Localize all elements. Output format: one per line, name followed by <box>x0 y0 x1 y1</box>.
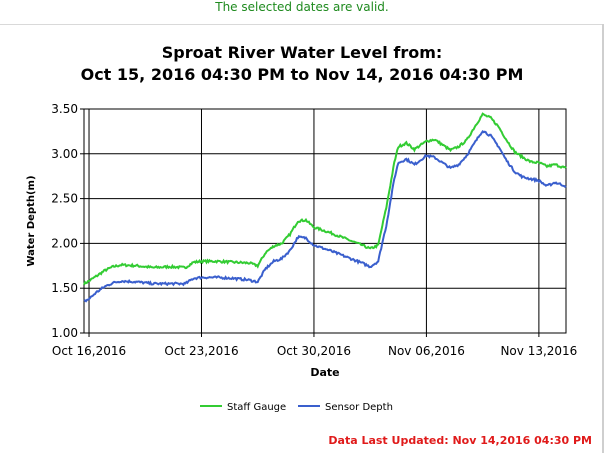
legend-label: Sensor Depth <box>325 402 393 413</box>
y-tick-label: 2.50 <box>51 192 78 206</box>
y-tick-label: 3.50 <box>51 102 78 116</box>
x-tick-label: Oct 30,2016 <box>277 344 351 358</box>
y-tick-labels: 1.00 1.50 2.00 2.50 3.00 3.50 <box>51 102 78 340</box>
series-line-staff-gauge <box>83 112 567 286</box>
plot-area-border <box>83 108 567 334</box>
grid-lines <box>80 108 566 337</box>
y-tick-label: 1.50 <box>51 281 78 295</box>
x-tick-label: Nov 13,2016 <box>500 344 577 358</box>
y-tick-label: 2.00 <box>51 236 78 250</box>
chart-title: Sproat River Water Level from: Oct 15, 2… <box>0 42 604 86</box>
x-tick-label: Oct 23,2016 <box>164 344 238 358</box>
y-tick-label: 3.00 <box>51 147 78 161</box>
legend: Staff Gauge Sensor Depth <box>200 402 393 413</box>
x-axis-label: Date <box>310 366 339 379</box>
series-layer <box>83 112 567 303</box>
x-tick-label: Oct 16,2016 <box>52 344 126 358</box>
x-tick-labels: Oct 16,2016 Oct 23,2016 Oct 30,2016 Nov 06,… <box>52 344 577 358</box>
series-line-sensor-depth <box>83 129 567 303</box>
y-axis-label: Water Depth(m) <box>26 175 37 266</box>
chart-title-line1: Sproat River Water Level from: <box>161 43 443 62</box>
legend-label: Staff Gauge <box>227 402 286 413</box>
y-tick-label: 1.00 <box>51 326 78 340</box>
panel-edge <box>602 24 604 453</box>
x-tick-label: Nov 06,2016 <box>388 344 465 358</box>
chart-title-line2: Oct 15, 2016 04:30 PM to Nov 14, 2016 04… <box>80 65 524 84</box>
divider <box>0 24 604 25</box>
last-updated-text: Data Last Updated: Nov 14,2016 04:30 PM <box>328 434 592 447</box>
validation-message: The selected dates are valid. <box>215 0 389 14</box>
